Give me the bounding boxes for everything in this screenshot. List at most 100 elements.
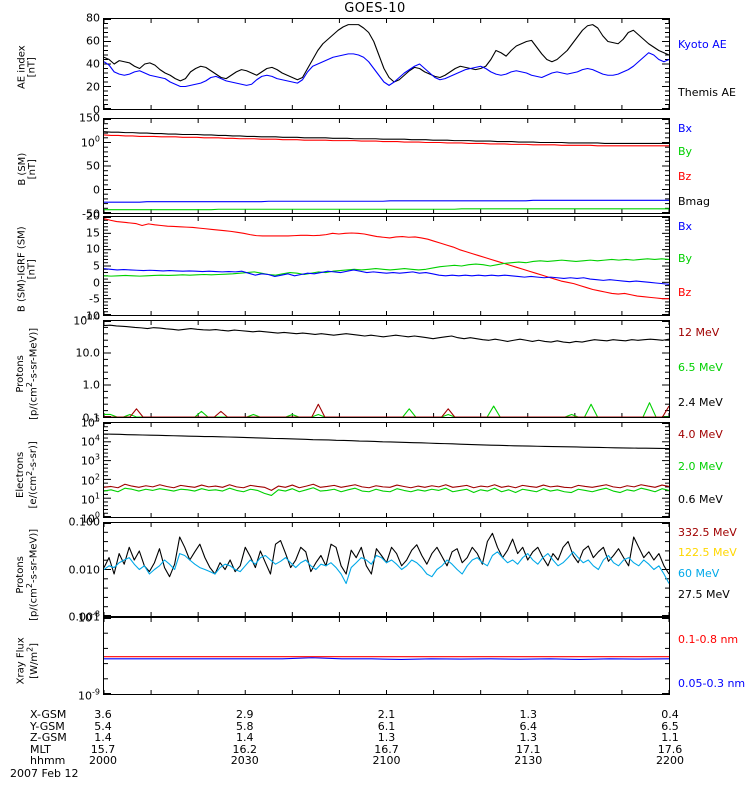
- axis-value: 6.5: [661, 719, 679, 733]
- axis-value: 15.7: [90, 742, 116, 756]
- ylabel-protons-low: Protons [p/(cm2-s-sr-MeV)]: [15, 327, 40, 420]
- legend-protons-high-3: 27.5 MeV: [678, 588, 730, 602]
- axis-value: 2100: [372, 754, 401, 768]
- legend-ae-index-1: Themis AE: [678, 85, 736, 99]
- legend-protons-high-2: 60 MeV: [678, 567, 720, 581]
- axis-row-label: hhmm: [30, 754, 66, 768]
- ytick-protons-low-3: 0.1: [82, 411, 101, 425]
- legend-b-sm-2: Bz: [678, 169, 692, 183]
- legend-b-sm-igrf-0: Bx: [678, 220, 693, 233]
- legend-protons-high-0: 332.5 MeV: [678, 525, 737, 539]
- ytick-protons-low-1: 10.0: [75, 346, 101, 360]
- axis-row-y-gsm: Y-GSM 5.4 5.8 6.1 6.4 6.5: [0, 719, 750, 733]
- ytick-ae-index-4: 0: [93, 103, 100, 117]
- ylabel-xray-flux: Xray Flux [W/m2]: [15, 637, 40, 685]
- ytick-protons-low-0: 100.0: [73, 312, 100, 328]
- ytick-protons-low-2: 1.0: [82, 378, 101, 392]
- axis-row-label: Z-GSM: [30, 731, 67, 745]
- axis-value: 6.4: [519, 719, 538, 733]
- axis-value: 5.4: [94, 719, 112, 733]
- axis-value: 2200: [656, 754, 684, 768]
- legend-protons-low-0: 12 MeV: [678, 325, 720, 339]
- axis-value: 2030: [230, 754, 259, 768]
- legend-b-sm-0: Bx: [678, 121, 693, 135]
- axis-value: 0.4: [661, 708, 679, 721]
- axis-value: 17.1: [516, 742, 541, 756]
- legend-b-sm-3: Bmag: [678, 194, 710, 208]
- ytick-b-sm-3: 0: [93, 183, 100, 197]
- ylabel-ae-index: AE index [nT]: [16, 45, 38, 90]
- axis-row-z-gsm: Z-GSM 1.4 1.4 1.3 1.3 1.1: [0, 732, 750, 744]
- axis-value: 1.4: [94, 731, 112, 745]
- legend-xray-flux-1: 0.05-0.3 nm: [678, 676, 746, 690]
- ytick-protons-high-0: 0.100: [68, 515, 101, 529]
- axis-value: 1.3: [519, 708, 538, 721]
- axis-value: 1.3: [519, 731, 538, 745]
- ytick-b-sm-2: 50: [86, 159, 100, 173]
- ytick-electrons-4: 101: [80, 491, 100, 507]
- legend-xray-flux-0: 0.1-0.8 nm: [678, 632, 739, 646]
- legend-protons-high-1: 122.5 MeV: [678, 546, 737, 560]
- ytick-xray-flux-1: 10-9: [78, 687, 100, 703]
- ytick-b-sm-igrf-2: 10: [86, 242, 100, 256]
- legend-ae-index-0: Kyoto AE: [678, 37, 727, 51]
- ytick-ae-index-0: 80: [86, 11, 100, 25]
- legend-protons-low-2: 2.4 MeV: [678, 396, 723, 410]
- legend-electrons-0: 4.0 MeV: [678, 427, 723, 441]
- ylabel-b-sm-igrf: B (SM)-IGRF (SM) [nT]: [16, 226, 38, 313]
- axis-row-label: MLT: [30, 742, 51, 756]
- ytick-electrons-2: 103: [80, 453, 100, 468]
- axis-value: 1.4: [236, 731, 254, 745]
- panel-b-sm: [103, 118, 670, 214]
- ytick-xray-flux-0: 10-8: [78, 609, 100, 625]
- ytick-b-sm-igrf-4: 0: [93, 276, 100, 290]
- ytick-ae-index-1: 60: [86, 34, 100, 48]
- panel-protons-high: [103, 522, 670, 617]
- legend-electrons-1: 2.0 MeV: [678, 460, 723, 474]
- axis-value: 1.3: [377, 731, 396, 745]
- page-title: GOES-10: [344, 1, 406, 16]
- legend-b-sm-igrf-2: Bz: [678, 286, 692, 299]
- ytick-protons-high-2: 0.001: [68, 610, 101, 624]
- ytick-electrons-1: 104: [80, 433, 100, 449]
- bottom-axis-table: X-GSM 3.6 2.9 2.1 1.3 0.4 Y-GSM 5.4 5.8 6.1 6.4 6.5…: [0, 709, 750, 767]
- ylabel-protons-high: Protons [p/(cm2-s-sr-MeV)]: [15, 528, 40, 621]
- ytick-b-sm-igrf-5: -5: [89, 292, 100, 306]
- axis-row-label: Y-GSM: [30, 719, 65, 733]
- axis-value: 2130: [514, 754, 543, 768]
- ylabel-b-sm: B (SM) [nT]: [16, 152, 38, 186]
- axis-value: 3.6: [94, 708, 112, 721]
- axis-value: 17.6: [657, 742, 683, 756]
- axis-row-hhmm: hhmm 2000 2030 2100 2130 2200: [0, 755, 750, 767]
- axis-value: 2.9: [236, 708, 254, 721]
- axis-value: 1.1: [661, 731, 679, 745]
- legend-b-sm-igrf-1: By: [678, 252, 693, 265]
- ylabel-electrons: Electrons [e/(cm2-s-sr)]: [15, 441, 40, 509]
- panel-electrons: [103, 422, 670, 518]
- ytick-protons-high-1: 0.010: [68, 563, 101, 576]
- panel-b-sm-igrf: [103, 216, 670, 316]
- legend-electrons-2: 0.6 MeV: [678, 492, 723, 506]
- ytick-electrons-5: 100: [80, 510, 100, 526]
- ytick-b-sm-igrf-1: 15: [86, 226, 100, 240]
- ytick-b-sm-1: 100: [80, 134, 100, 150]
- panel-ae-index: [103, 18, 670, 110]
- date-label: 2007 Feb 12: [10, 767, 79, 780]
- axis-value: 5.8: [236, 719, 254, 733]
- panel-xray-flux: [103, 617, 670, 695]
- axis-value: 2.1: [377, 708, 396, 721]
- ytick-b-sm-igrf-0: 20: [86, 209, 100, 223]
- legend-protons-low-1: 6.5 MeV: [678, 361, 723, 375]
- ytick-electrons-0: 105: [80, 414, 100, 430]
- ytick-ae-index-3: 20: [86, 80, 100, 94]
- axis-row-mlt: MLT 15.7 16.2 16.7 17.1 17.6: [0, 744, 750, 756]
- axis-value: 16.2: [232, 742, 258, 756]
- panel-protons-low: [103, 320, 670, 418]
- ytick-b-sm-0: 150: [79, 111, 100, 125]
- ytick-b-sm-igrf-6: -10: [82, 309, 100, 323]
- axis-value: 16.7: [374, 742, 399, 756]
- ytick-electrons-3: 102: [80, 472, 100, 487]
- axis-value: 2000: [89, 754, 117, 768]
- axis-row-label: X-GSM: [30, 708, 67, 721]
